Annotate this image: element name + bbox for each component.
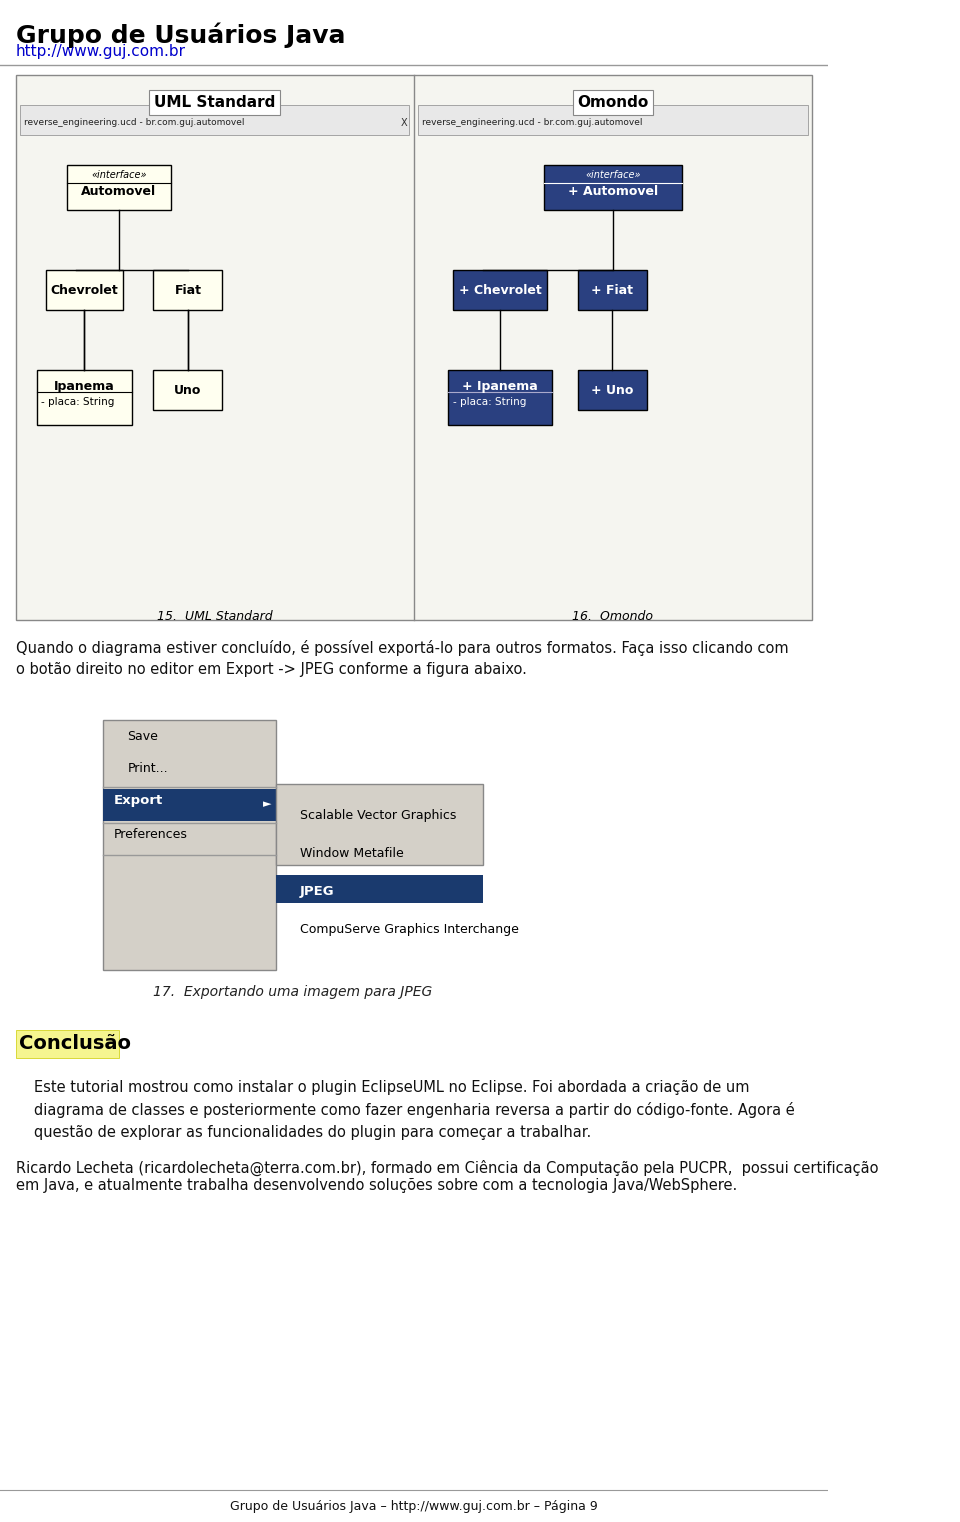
- Bar: [276, 784, 483, 864]
- Text: UML Standard: UML Standard: [154, 94, 276, 110]
- Bar: [104, 788, 276, 820]
- Text: Preferences: Preferences: [114, 828, 187, 842]
- Text: ►: ►: [263, 799, 272, 810]
- Text: Este tutorial mostrou como instalar o plugin EclipseUML no Eclipse. Foi abordada: Este tutorial mostrou como instalar o pl…: [35, 1081, 795, 1140]
- Text: Save: Save: [128, 731, 158, 743]
- Bar: [15, 1030, 119, 1058]
- Text: Uno: Uno: [174, 384, 202, 397]
- Text: + Fiat: + Fiat: [591, 283, 633, 297]
- Text: «interface»: «interface»: [91, 170, 147, 180]
- Text: reverse_engineering.ucd - br.com.guj.automovel: reverse_engineering.ucd - br.com.guj.aut…: [24, 119, 245, 126]
- Text: Ipanema: Ipanema: [54, 380, 115, 393]
- Text: Omondo: Omondo: [577, 94, 649, 110]
- Bar: [419, 105, 807, 135]
- Bar: [46, 269, 123, 310]
- Text: + Automovel: + Automovel: [568, 186, 658, 198]
- Text: 15.  UML Standard: 15. UML Standard: [156, 610, 273, 622]
- Text: CompuServe Graphics Interchange: CompuServe Graphics Interchange: [300, 922, 518, 936]
- Text: Conclusão: Conclusão: [19, 1033, 131, 1053]
- Text: Window Metafile: Window Metafile: [300, 848, 404, 860]
- Bar: [578, 370, 646, 409]
- Bar: [448, 370, 552, 425]
- Bar: [67, 164, 171, 210]
- Text: 17.  Exportando uma imagem para JPEG: 17. Exportando uma imagem para JPEG: [154, 985, 433, 998]
- Text: - placa: String: - placa: String: [41, 397, 115, 406]
- Text: Ricardo Lecheta (ricardolecheta@terra.com.br), formado em Ciência da Computação : Ricardo Lecheta (ricardolecheta@terra.co…: [15, 1160, 878, 1177]
- Text: Grupo de Usuários Java – http://www.guj.com.br – Página 9: Grupo de Usuários Java – http://www.guj.…: [229, 1501, 598, 1513]
- Bar: [578, 269, 646, 310]
- Text: - placa: String: - placa: String: [452, 397, 526, 406]
- Text: Fiat: Fiat: [175, 283, 202, 297]
- Text: Print...: Print...: [128, 763, 168, 775]
- Bar: [276, 875, 483, 903]
- Bar: [20, 105, 410, 135]
- Text: http://www.guj.com.br: http://www.guj.com.br: [15, 44, 185, 59]
- Bar: [104, 720, 276, 970]
- Bar: [544, 164, 682, 210]
- Text: reverse_engineering.ucd - br.com.guj.automovel: reverse_engineering.ucd - br.com.guj.aut…: [422, 119, 643, 126]
- Text: Grupo de Usuários Java: Grupo de Usuários Java: [15, 21, 345, 47]
- Text: X: X: [401, 119, 407, 128]
- Bar: [15, 75, 812, 619]
- Text: em Java, e atualmente trabalha desenvolvendo soluções sobre com a tecnologia Jav: em Java, e atualmente trabalha desenvolv…: [15, 1178, 736, 1193]
- Text: Export: Export: [114, 794, 163, 807]
- Text: + Uno: + Uno: [590, 384, 634, 397]
- Bar: [154, 269, 223, 310]
- Text: Scalable Vector Graphics: Scalable Vector Graphics: [300, 810, 456, 822]
- Bar: [452, 269, 547, 310]
- Text: «interface»: «interface»: [586, 170, 640, 180]
- Text: JPEG: JPEG: [300, 884, 335, 898]
- Text: Automovel: Automovel: [82, 186, 156, 198]
- Text: + Ipanema: + Ipanema: [462, 380, 538, 393]
- Text: Quando o diagrama estiver concluído, é possível exportá-lo para outros formatos.: Quando o diagrama estiver concluído, é p…: [15, 639, 788, 677]
- Text: + Chevrolet: + Chevrolet: [459, 283, 541, 297]
- Text: 16.  Omondo: 16. Omondo: [572, 610, 654, 622]
- Bar: [154, 370, 223, 409]
- Bar: [37, 370, 132, 425]
- Text: Chevrolet: Chevrolet: [51, 283, 118, 297]
